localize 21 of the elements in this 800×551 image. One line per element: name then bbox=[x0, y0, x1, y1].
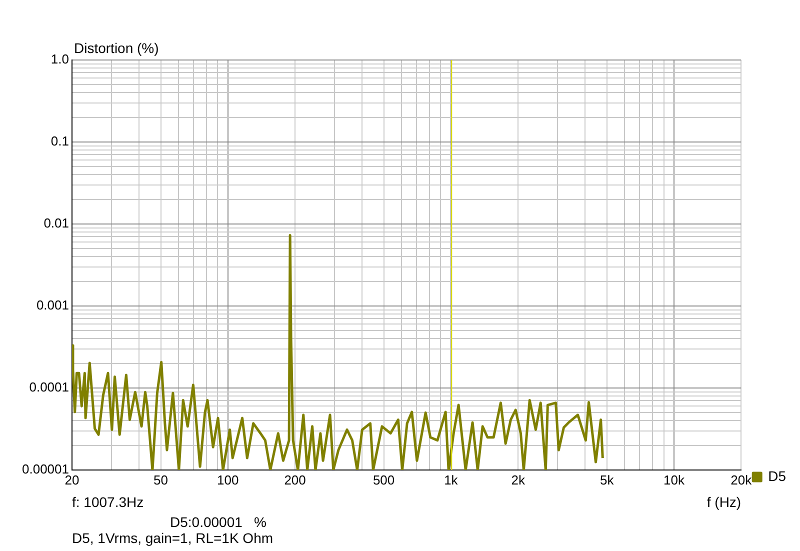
x-tick-label: 5k bbox=[600, 472, 614, 488]
y-tick-label: 0.001 bbox=[36, 298, 69, 313]
x-tick-label: 20k bbox=[730, 472, 752, 488]
x-tick-label: 100 bbox=[217, 472, 239, 488]
x-tick-label: 1k bbox=[444, 472, 458, 488]
y-tick-label: 0.1 bbox=[50, 134, 69, 149]
y-tick-label: 0.01 bbox=[44, 216, 69, 231]
x-tick-label: 20 bbox=[64, 472, 80, 488]
y-axis-title: Distortion (%) bbox=[74, 40, 159, 56]
x-tick-label: 50 bbox=[154, 472, 168, 488]
y-tick-label: 1.0 bbox=[50, 52, 69, 67]
text: f: 1007.3Hz bbox=[72, 494, 144, 510]
x-tick-label: 2k bbox=[511, 472, 526, 488]
x-tick-label: 200 bbox=[284, 472, 306, 488]
x-tick-label: 10k bbox=[663, 472, 685, 488]
y-tick-label: 0.0001 bbox=[29, 380, 69, 395]
x-axis-title: f (Hz) bbox=[706, 494, 742, 510]
text: D5, 1Vrms, gain=1, RL=1K Ohm bbox=[72, 530, 274, 546]
legend-label: D5 bbox=[768, 468, 786, 484]
text: D5:0.00001 % bbox=[170, 514, 267, 530]
x-tick-label: 500 bbox=[372, 472, 395, 488]
